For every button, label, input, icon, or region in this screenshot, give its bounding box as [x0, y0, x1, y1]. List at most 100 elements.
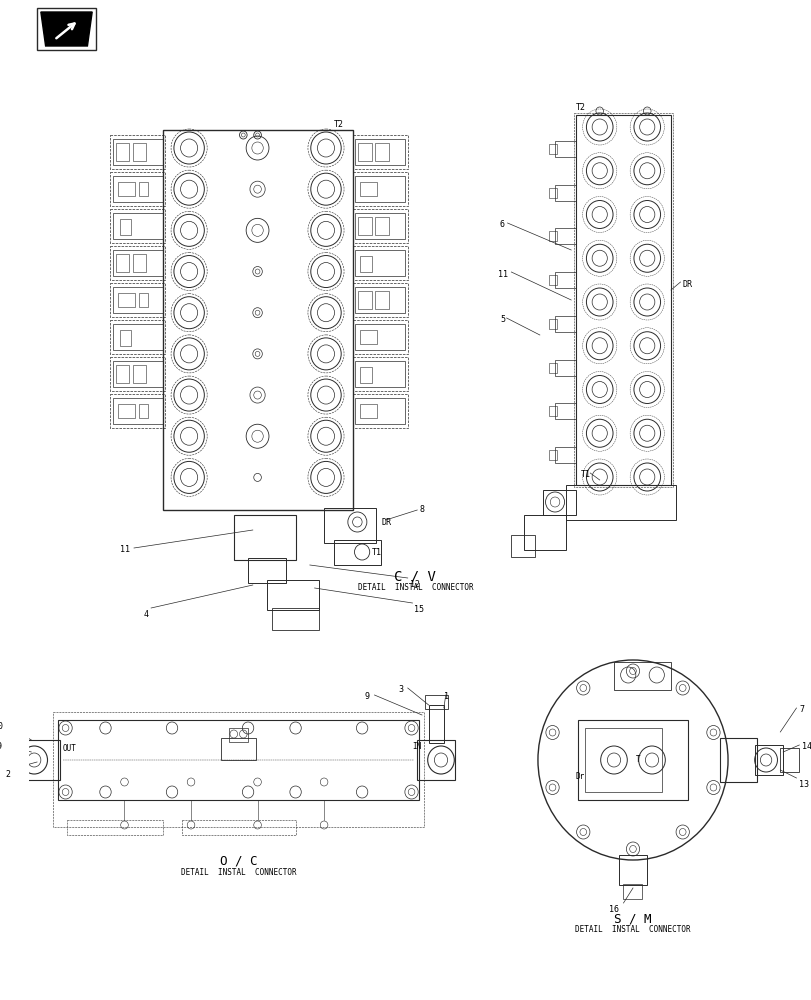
- Bar: [58, 720, 418, 800]
- Bar: [355, 176, 405, 202]
- Text: 2: 2: [6, 770, 11, 779]
- Bar: [133, 254, 146, 272]
- Bar: [360, 367, 371, 383]
- Bar: [113, 361, 162, 387]
- Bar: [428, 705, 444, 743]
- Bar: [110, 320, 165, 354]
- Bar: [375, 143, 388, 161]
- Bar: [358, 217, 371, 235]
- Bar: [549, 188, 556, 198]
- Bar: [110, 135, 165, 169]
- Text: T1: T1: [580, 470, 590, 479]
- Bar: [113, 398, 162, 424]
- Bar: [352, 172, 407, 206]
- Bar: [618, 855, 646, 885]
- Text: S / M: S / M: [613, 912, 651, 925]
- Bar: [549, 406, 556, 416]
- Bar: [523, 515, 566, 550]
- Bar: [575, 115, 670, 485]
- Bar: [221, 738, 255, 760]
- Bar: [566, 485, 675, 520]
- Text: 6: 6: [500, 220, 504, 229]
- Text: DETAIL  INSTAL  CONNECTOR: DETAIL INSTAL CONNECTOR: [574, 925, 690, 934]
- Text: 16: 16: [608, 905, 619, 914]
- Bar: [110, 246, 165, 280]
- Bar: [355, 398, 405, 424]
- Text: 11: 11: [119, 545, 130, 554]
- Bar: [110, 394, 165, 428]
- Text: Dr: Dr: [575, 772, 585, 781]
- Text: T1: T1: [371, 548, 381, 557]
- Text: 11: 11: [497, 270, 508, 279]
- Bar: [113, 139, 162, 165]
- Bar: [333, 540, 380, 565]
- Bar: [272, 608, 319, 630]
- Bar: [549, 450, 556, 460]
- Bar: [355, 287, 405, 313]
- Bar: [417, 740, 455, 780]
- Text: 14: 14: [801, 742, 811, 751]
- Bar: [162, 130, 352, 510]
- Text: 1: 1: [444, 692, 448, 701]
- Bar: [116, 365, 129, 383]
- Bar: [355, 361, 405, 387]
- Bar: [113, 250, 162, 276]
- Bar: [555, 447, 575, 463]
- Text: 5: 5: [500, 315, 504, 324]
- Text: DETAIL  INSTAL  CONNECTOR: DETAIL INSTAL CONNECTOR: [181, 868, 296, 877]
- Text: 9: 9: [364, 692, 370, 701]
- Bar: [355, 213, 405, 239]
- Bar: [234, 515, 295, 560]
- Bar: [555, 141, 575, 157]
- Text: 12: 12: [409, 580, 419, 589]
- Bar: [549, 319, 556, 329]
- Bar: [118, 404, 135, 418]
- Bar: [352, 209, 407, 243]
- Bar: [133, 365, 146, 383]
- Text: DR: DR: [681, 280, 692, 289]
- Bar: [37, 8, 96, 50]
- Bar: [139, 293, 148, 307]
- Bar: [555, 403, 575, 419]
- Bar: [549, 363, 556, 373]
- Bar: [623, 884, 642, 899]
- Text: DETAIL  INSTAL  CONNECTOR: DETAIL INSTAL CONNECTOR: [357, 583, 473, 592]
- Bar: [549, 275, 556, 285]
- Bar: [113, 176, 162, 202]
- Bar: [182, 820, 295, 835]
- Text: 13: 13: [798, 780, 809, 789]
- Bar: [116, 143, 129, 161]
- Bar: [355, 139, 405, 165]
- Bar: [110, 209, 165, 243]
- Bar: [139, 404, 148, 418]
- Bar: [753, 745, 782, 775]
- Text: OUT: OUT: [62, 744, 76, 753]
- Bar: [352, 135, 407, 169]
- Bar: [113, 287, 162, 313]
- Bar: [110, 283, 165, 317]
- Bar: [116, 254, 129, 272]
- Bar: [555, 272, 575, 288]
- Bar: [555, 316, 575, 332]
- Bar: [118, 182, 135, 196]
- Bar: [613, 662, 670, 690]
- Polygon shape: [41, 12, 92, 46]
- Text: T: T: [635, 755, 639, 764]
- Bar: [15, 752, 24, 768]
- Text: 3: 3: [397, 685, 403, 694]
- Text: 7: 7: [798, 705, 804, 714]
- Bar: [360, 404, 377, 418]
- Bar: [358, 143, 371, 161]
- Bar: [577, 720, 687, 800]
- Bar: [555, 228, 575, 244]
- Text: DR: DR: [380, 518, 391, 527]
- Bar: [424, 695, 447, 709]
- Bar: [555, 360, 575, 376]
- Bar: [139, 182, 148, 196]
- Text: O / C: O / C: [220, 855, 257, 868]
- Bar: [549, 144, 556, 154]
- Bar: [119, 330, 131, 346]
- Bar: [67, 820, 162, 835]
- Bar: [110, 172, 165, 206]
- Bar: [358, 291, 371, 309]
